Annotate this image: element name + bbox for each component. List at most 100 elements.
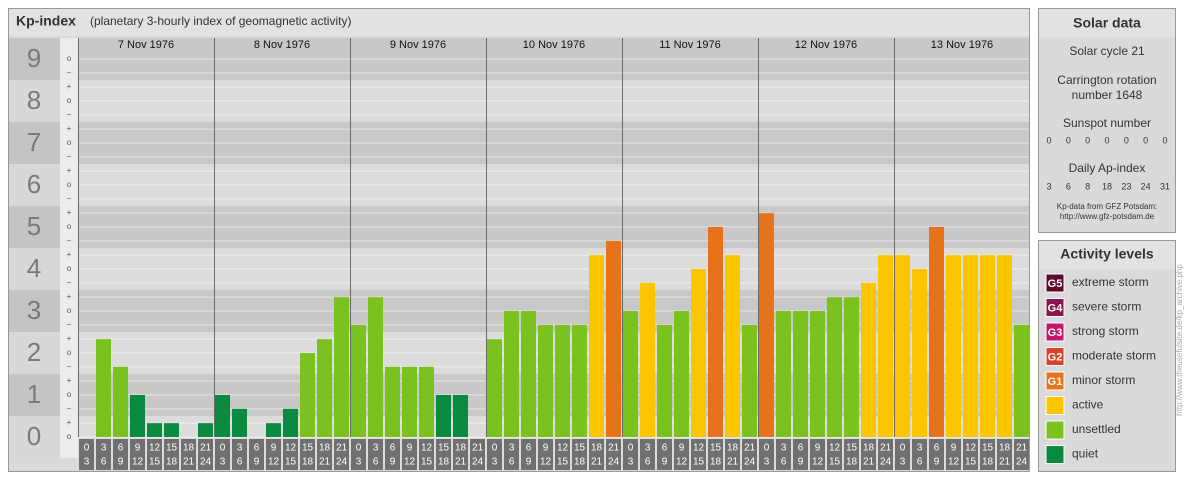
hour-box (997, 439, 1012, 470)
hour-start: 21 (744, 443, 756, 454)
minor-tick-label: + (67, 82, 72, 91)
hour-start: 21 (200, 443, 212, 454)
chart-title: Kp-index (16, 13, 76, 29)
minor-tick-column (60, 38, 78, 458)
hour-end: 15 (149, 457, 161, 468)
hour-start: 6 (662, 443, 668, 454)
bar (113, 366, 128, 437)
level-swatch (1045, 396, 1065, 415)
hour-box (912, 439, 927, 470)
hour-start: 3 (781, 443, 787, 454)
hour-end: 18 (302, 457, 314, 468)
hour-start: 6 (798, 443, 804, 454)
bar (521, 311, 536, 437)
source: Kp-data from GFZ Potsdam: (1057, 202, 1157, 211)
hour-start: 9 (815, 443, 821, 454)
hour-end: 9 (934, 457, 940, 468)
hour-box (317, 439, 332, 470)
bar (895, 255, 910, 437)
hour-box (776, 439, 791, 470)
day-label: 7 Nov 1976 (118, 39, 174, 51)
day-label: 12 Nov 1976 (795, 39, 857, 51)
sunspot-number: 0 (1066, 135, 1071, 145)
hour-box (589, 439, 604, 470)
hour-end: 3 (492, 457, 498, 468)
level-swatch (1045, 347, 1065, 366)
bar (385, 366, 400, 437)
level-name: strong storm (1072, 324, 1139, 338)
hour-end: 15 (965, 457, 977, 468)
hour-start: 21 (608, 443, 620, 454)
level-swatch (1045, 445, 1065, 464)
band-label-bg (9, 206, 60, 248)
bar (283, 408, 298, 437)
ap-value: 23 (1121, 181, 1131, 191)
level-swatch (1045, 273, 1065, 293)
band-label-bg (9, 248, 60, 290)
minor-tick-label: o (67, 138, 72, 147)
hour-start: 0 (220, 443, 226, 454)
bar (215, 395, 230, 437)
hour-end: 24 (336, 457, 348, 468)
hour-box (351, 439, 366, 470)
hour-box (606, 439, 621, 470)
y-tick-label: 0 (27, 421, 41, 451)
bar (997, 255, 1012, 437)
hour-box (283, 439, 298, 470)
hour-start: 21 (336, 443, 348, 454)
bar (572, 324, 587, 437)
hour-end: 21 (863, 457, 875, 468)
hour-start: 21 (880, 443, 892, 454)
hour-end: 21 (319, 457, 331, 468)
hour-end: 6 (237, 457, 243, 468)
levels-title-bar (1039, 241, 1175, 269)
carrington: number 1648 (1072, 88, 1143, 102)
hour-box (980, 439, 995, 470)
hour-box (793, 439, 808, 470)
ap-value: 8 (1085, 181, 1090, 191)
hour-end: 3 (900, 457, 906, 468)
hour-end: 6 (917, 457, 923, 468)
hour-box (215, 439, 230, 470)
bar (300, 353, 315, 437)
side-url: http://www.theusefulsite.de/kp_archive.p… (1175, 264, 1184, 416)
day-label: 11 Nov 1976 (659, 39, 721, 51)
minor-tick-label: + (67, 334, 72, 343)
level-name: quiet (1072, 447, 1099, 461)
carrington: Carrington rotation (1057, 73, 1156, 87)
hour-end: 21 (591, 457, 603, 468)
minor-tick-label: o (67, 96, 72, 105)
band-label-bg (9, 122, 60, 164)
hour-end: 24 (608, 457, 620, 468)
hour-start: 6 (934, 443, 940, 454)
bar (232, 408, 247, 437)
hour-start: 3 (373, 443, 379, 454)
hour-start: 0 (492, 443, 498, 454)
hour-start: 9 (951, 443, 957, 454)
hour-start: 6 (390, 443, 396, 454)
level-name: active (1072, 398, 1104, 412)
hour-end: 18 (166, 457, 178, 468)
hour-end: 24 (744, 457, 756, 468)
hour-end: 18 (710, 457, 722, 468)
ap-value: 3 (1046, 181, 1051, 191)
y-tick-label: 3 (27, 295, 41, 325)
minor-tick-label: + (67, 418, 72, 427)
hour-box (368, 439, 383, 470)
hour-end: 21 (999, 457, 1011, 468)
level-badge: G1 (1048, 376, 1063, 388)
hour-start: 18 (591, 443, 603, 454)
y-tick-label: 7 (27, 127, 41, 157)
hour-box (1014, 439, 1029, 470)
bar (487, 339, 502, 437)
bar (623, 311, 638, 437)
hour-start: 12 (829, 443, 841, 454)
hour-end: 3 (84, 457, 90, 468)
minor-tick-label: − (67, 278, 72, 287)
band-label-bg (9, 374, 60, 416)
hour-end: 6 (373, 457, 379, 468)
hour-start: 3 (509, 443, 515, 454)
hour-end: 9 (662, 457, 668, 468)
hour-start: 9 (135, 443, 141, 454)
level-badge: G3 (1048, 327, 1063, 339)
